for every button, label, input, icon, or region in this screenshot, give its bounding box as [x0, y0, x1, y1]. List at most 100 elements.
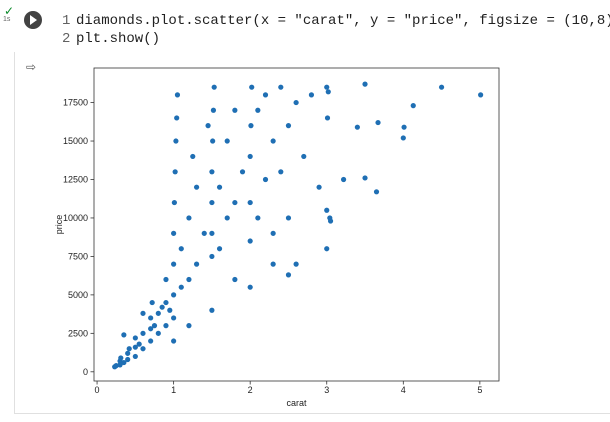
point — [155, 310, 161, 316]
point — [262, 176, 269, 183]
point — [247, 284, 253, 290]
point — [136, 341, 142, 347]
point — [249, 84, 255, 90]
output-icon[interactable]: ⇨ — [26, 60, 37, 74]
point — [190, 153, 196, 160]
output-border — [14, 52, 15, 414]
point — [121, 332, 127, 338]
point — [375, 119, 381, 126]
code-line: plt.show() — [76, 31, 161, 47]
point — [210, 107, 217, 113]
point — [159, 304, 165, 310]
point — [121, 359, 127, 366]
point — [132, 335, 138, 341]
point — [193, 261, 200, 267]
code-line: diamonds.plot.scatter(x = "carat", y = "… — [76, 13, 610, 29]
point — [216, 246, 223, 252]
x-tick-label: 5 — [477, 385, 482, 395]
point — [232, 199, 238, 206]
y-tick-label: 5000 — [68, 290, 88, 300]
point — [178, 284, 184, 290]
point — [255, 215, 261, 221]
point — [209, 307, 215, 313]
point — [410, 103, 416, 109]
point — [324, 115, 331, 121]
point — [248, 123, 254, 129]
point — [174, 92, 181, 98]
point — [117, 362, 123, 368]
point — [148, 338, 154, 344]
point — [210, 138, 216, 144]
plot-frame — [93, 67, 500, 382]
line-number: 2 — [62, 31, 71, 47]
point — [340, 176, 347, 183]
y-tick-label: 17500 — [63, 98, 88, 108]
y-axis-label: price — [54, 215, 64, 235]
point — [362, 175, 368, 181]
point — [118, 355, 124, 361]
point — [171, 261, 177, 267]
point — [132, 344, 138, 350]
point — [173, 138, 179, 144]
point — [438, 84, 445, 90]
point — [247, 238, 253, 244]
point — [155, 330, 161, 336]
point — [163, 323, 169, 329]
point — [324, 246, 330, 252]
x-tick-label: 1 — [171, 385, 176, 395]
point — [125, 356, 131, 363]
point — [216, 184, 223, 190]
y-tick-label: 10000 — [63, 213, 88, 223]
point — [209, 253, 215, 260]
point — [285, 215, 292, 221]
point — [163, 299, 169, 306]
point — [163, 276, 169, 283]
point — [148, 326, 154, 332]
point — [171, 199, 177, 206]
point — [151, 323, 158, 329]
run-button[interactable] — [22, 9, 44, 31]
point — [401, 124, 407, 130]
point — [132, 353, 138, 360]
point — [362, 81, 368, 87]
point — [172, 169, 178, 175]
point — [278, 84, 284, 90]
point — [354, 124, 360, 130]
point — [171, 230, 177, 236]
point — [148, 315, 154, 321]
point — [205, 123, 211, 129]
point — [324, 207, 330, 213]
point — [239, 169, 246, 175]
point — [171, 338, 177, 344]
line-number: 1 — [62, 13, 71, 29]
point — [285, 272, 292, 278]
point — [171, 292, 177, 298]
point — [140, 346, 146, 352]
point — [126, 346, 132, 352]
x-tick-label: 0 — [95, 385, 100, 395]
point — [174, 115, 180, 121]
point — [224, 138, 230, 144]
y-tick-label: 12500 — [63, 174, 88, 184]
exec-time: 1s — [3, 16, 11, 23]
point — [140, 330, 146, 336]
point — [125, 350, 131, 356]
point — [270, 261, 276, 267]
point — [278, 169, 284, 175]
point — [178, 246, 184, 252]
point — [373, 189, 380, 195]
x-tick-label: 2 — [248, 385, 253, 395]
point — [327, 218, 334, 224]
status-check: ✓ — [4, 4, 15, 18]
output-border — [14, 413, 610, 414]
y-tick-label: 15000 — [63, 136, 88, 146]
point — [262, 92, 269, 98]
point — [255, 107, 261, 113]
point — [400, 135, 406, 141]
point — [308, 92, 315, 98]
point — [232, 276, 238, 283]
point — [167, 307, 173, 313]
point — [270, 138, 276, 144]
